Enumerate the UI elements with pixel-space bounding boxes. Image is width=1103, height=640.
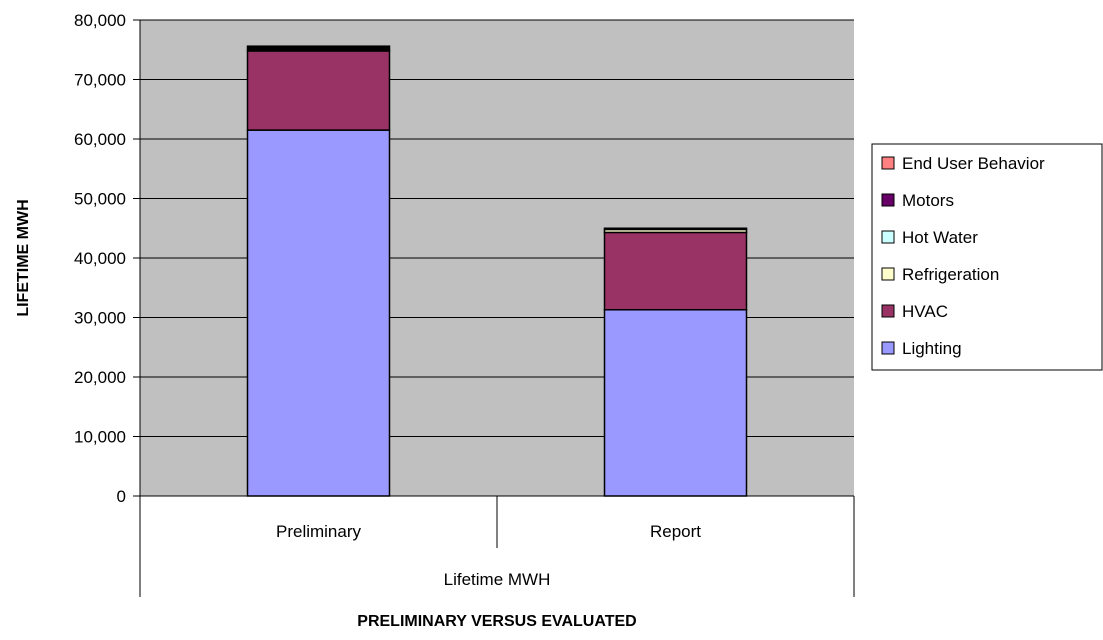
x-axis: Preliminary Report Lifetime MWH (139, 495, 855, 597)
bar-segment-lighting (246, 129, 391, 497)
y-tick-label: 70,000 (74, 71, 126, 90)
y-tick-label: 0 (117, 487, 126, 506)
legend-swatch-lighting (881, 341, 895, 355)
legend-label-end-user-behavior: End User Behavior (902, 154, 1045, 173)
y-tick-label: 10,000 (74, 428, 126, 447)
y-axis-title: LIFETIME MWH (15, 199, 32, 316)
legend-label-hot-water: Hot Water (902, 228, 978, 247)
bars (246, 45, 748, 497)
legend: End User Behavior Motors Hot Water Refriger… (871, 143, 1103, 371)
y-tick-label: 50,000 (74, 190, 126, 209)
legend-swatch-motors (881, 193, 895, 207)
legend-label-lighting: Lighting (902, 339, 962, 358)
legend-box (871, 143, 1103, 371)
x-axis-title: PRELIMINARY VERSUS EVALUATED (357, 613, 636, 630)
legend-swatch-end-user-behavior (881, 156, 895, 170)
y-tick-label: 20,000 (74, 368, 126, 387)
x-tick-label: Report (650, 522, 701, 541)
bar-segment-motors (603, 227, 748, 231)
legend-swatch-refrigeration (881, 267, 895, 281)
y-tick-label: 80,000 (74, 11, 126, 30)
bar-segment-hvac (246, 50, 391, 131)
legend-label-refrigeration: Refrigeration (902, 265, 999, 284)
legend-label-motors: Motors (902, 191, 954, 210)
legend-swatch-hvac (881, 304, 895, 318)
y-tick-label: 40,000 (74, 249, 126, 268)
legend-swatch-hot-water (881, 230, 895, 244)
legend-label-hvac: HVAC (902, 302, 948, 321)
y-axis-ticks: 0 10,000 20,000 30,000 40,000 50,000 60,000 70,… (74, 11, 140, 506)
bar-segment-other (246, 45, 391, 52)
bar-segment-lighting (603, 309, 748, 497)
y-tick-label: 60,000 (74, 130, 126, 149)
bar-segment-hvac (603, 231, 748, 311)
x-group-label: Lifetime MWH (444, 570, 551, 589)
y-tick-label: 30,000 (74, 309, 126, 328)
x-tick-label: Preliminary (276, 522, 362, 541)
